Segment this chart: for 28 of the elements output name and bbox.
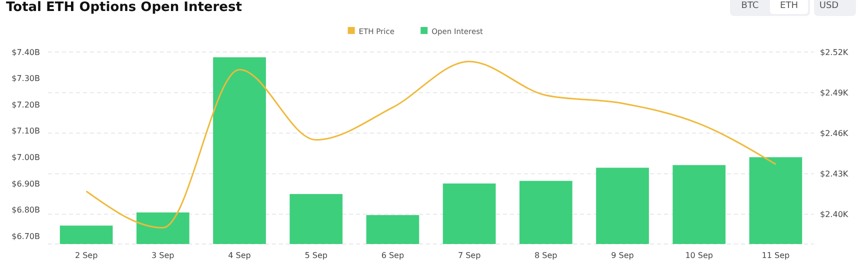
y-tick-label: $6.70B (12, 232, 40, 241)
y2-tick-label: $2.46K (820, 128, 849, 138)
x-tick-label: 6 Sep (381, 251, 404, 260)
text: BTC (741, 1, 759, 11)
y2-tick-label: $2.52K (820, 48, 849, 57)
chart-title: Total ETH Options Open Interest (6, 0, 242, 15)
y-tick-label: $7.40B (12, 48, 40, 57)
x-tick-label: 11 Sep (762, 251, 790, 260)
x-tick-label: 8 Sep (534, 251, 558, 260)
y-tick-label: $7.30B (12, 74, 40, 84)
y-tick-label: $7.20B (12, 100, 40, 110)
y2-tick-label: $2.40K (820, 210, 849, 220)
x-tick-label: 9 Sep (611, 251, 634, 260)
line-series (86, 60, 776, 229)
y-tick-label: $7.00B (12, 153, 40, 162)
x-tick-label: 4 Sep (228, 251, 251, 260)
x-tick-label: 2 Sep (74, 251, 98, 260)
x-tick-label: 7 Sep (458, 251, 481, 260)
y2-tick-label: $2.49K (820, 88, 849, 98)
x-tick-label: 5 Sep (304, 251, 328, 260)
x-tick-label: 3 Sep (152, 251, 174, 260)
y2-tick-label: $2.43K (820, 169, 849, 178)
x-tick-label: 10 Sep (685, 251, 714, 260)
text: ETH (780, 1, 798, 11)
y-tick-label: $6.90B (12, 179, 40, 188)
y-tick-label: $6.80B (12, 206, 40, 215)
y-tick-label: $7.10B (12, 126, 40, 136)
text: USD (819, 1, 839, 11)
